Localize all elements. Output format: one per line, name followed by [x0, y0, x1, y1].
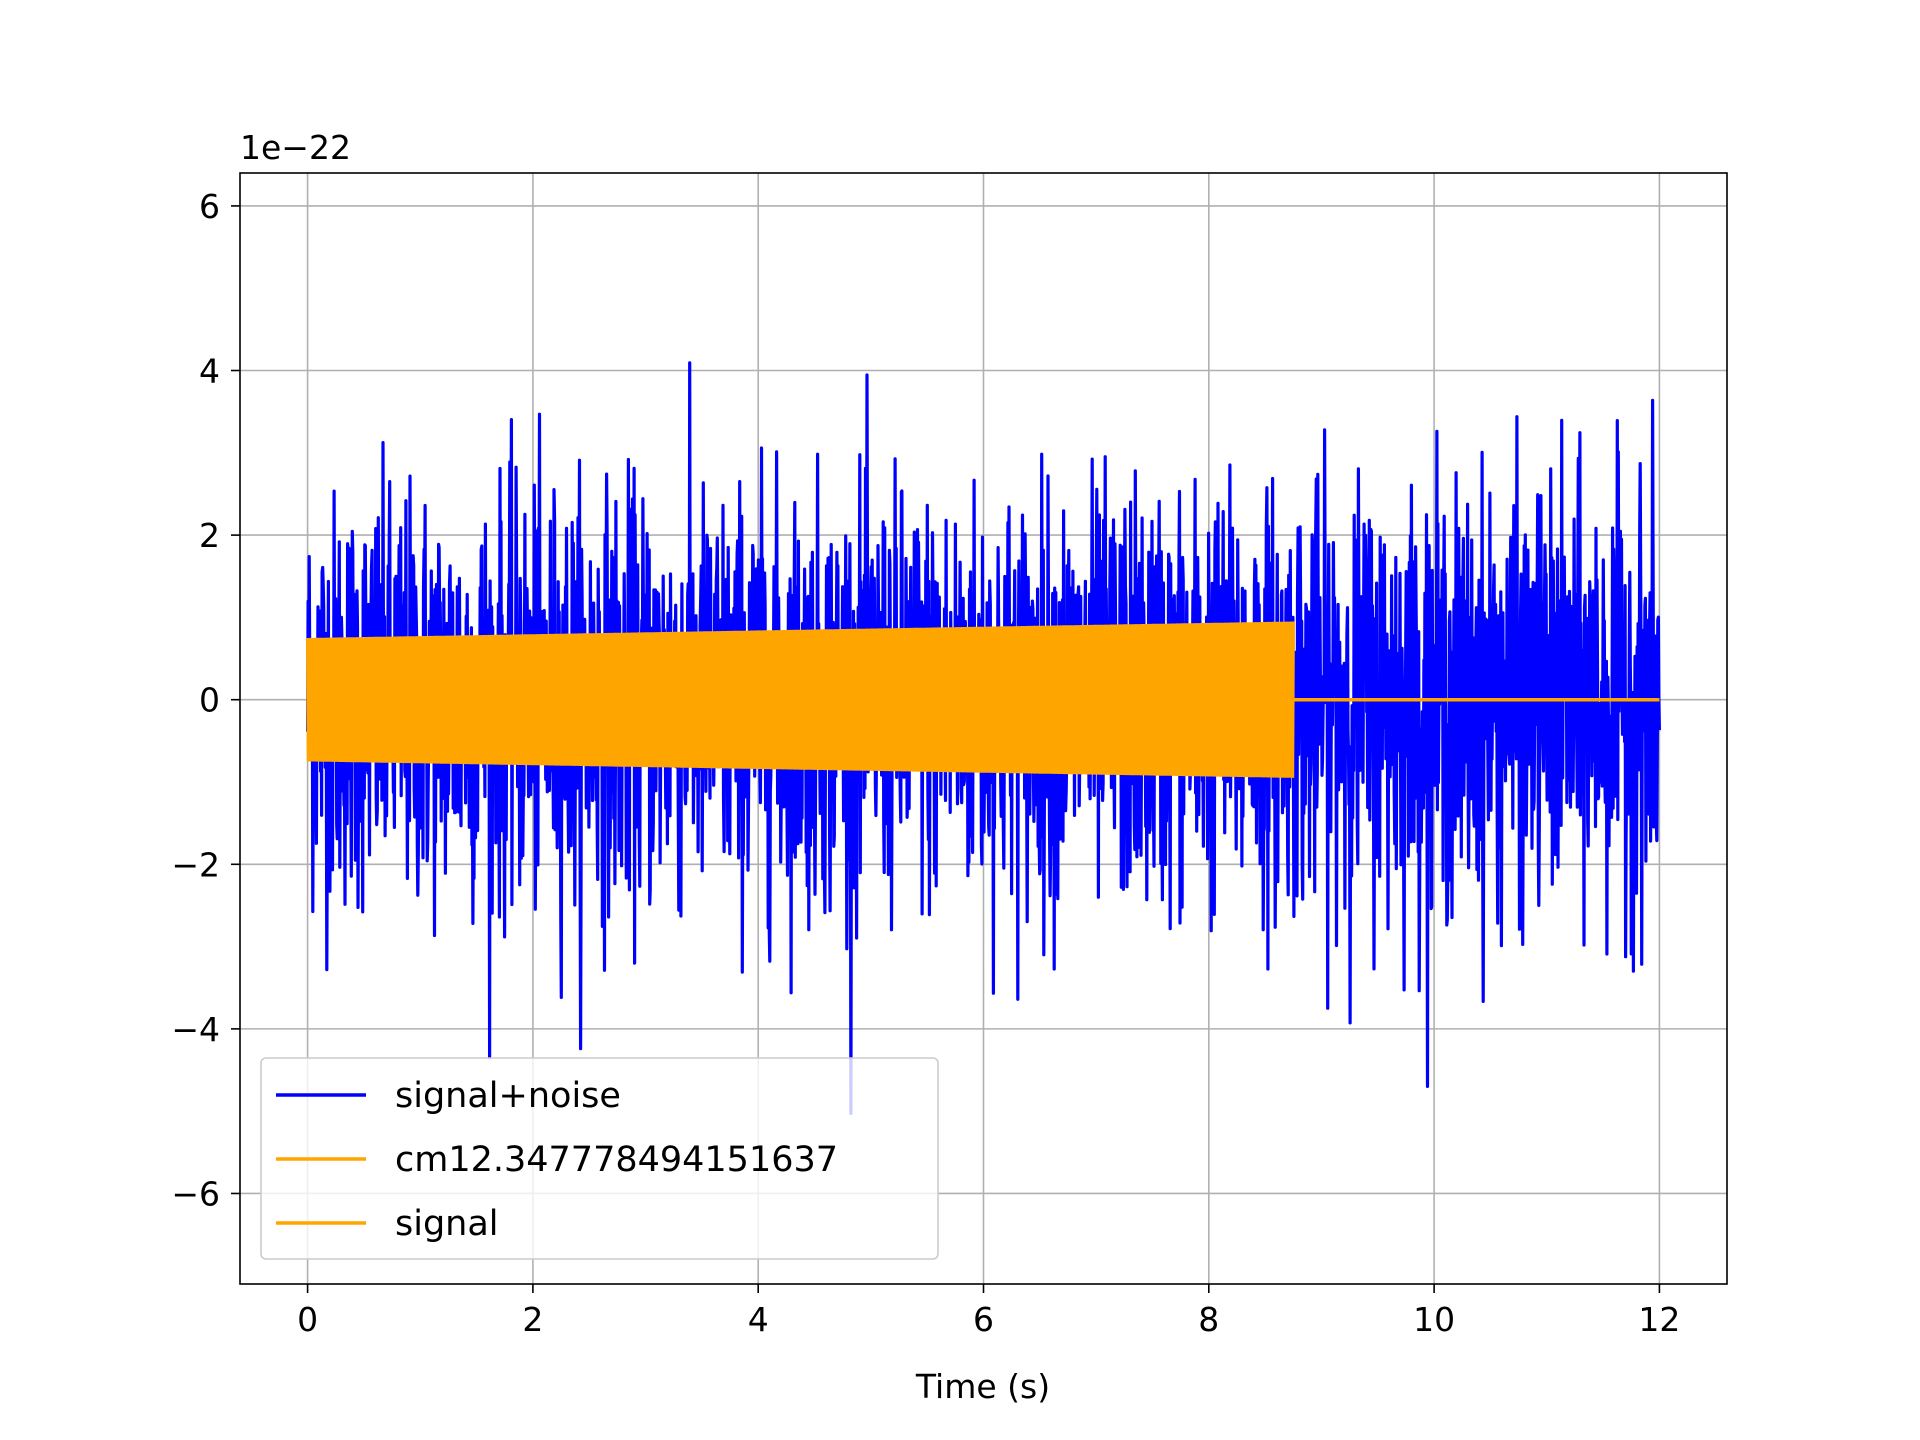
y-offset-text: 1e−22	[240, 128, 351, 167]
y-tick-label: 6	[199, 187, 220, 226]
x-tick-label: 6	[973, 1300, 994, 1339]
y-tick-label: 4	[199, 352, 220, 391]
y-axis: −6 −4 −2 0 2 4 6	[171, 187, 240, 1213]
x-tick-label: 2	[522, 1300, 543, 1339]
x-tick-label: 8	[1198, 1300, 1219, 1339]
y-tick-label: −4	[171, 1010, 220, 1049]
x-axis: 0 2 4 6 8 10 12	[297, 1284, 1680, 1339]
legend-label-signal: signal	[395, 1204, 499, 1244]
x-tick-label: 12	[1638, 1300, 1680, 1339]
legend-label-signal-noise: signal+noise	[395, 1076, 621, 1116]
y-tick-label: −2	[171, 845, 220, 884]
x-tick-label: 4	[748, 1300, 769, 1339]
legend-label-cm: cm12.347778494151637	[395, 1140, 838, 1180]
legend: signal+noise cm12.347778494151637 signal	[260, 1057, 939, 1260]
series-layer	[306, 361, 1661, 1115]
y-tick-label: −6	[171, 1174, 220, 1213]
x-tick-label: 10	[1413, 1300, 1455, 1339]
series-cm-line	[306, 621, 1295, 778]
y-tick-label: 0	[199, 681, 220, 720]
legend-box	[260, 1057, 939, 1260]
x-axis-label: Time (s)	[915, 1367, 1050, 1406]
y-tick-label: 2	[199, 516, 220, 555]
x-tick-label: 0	[297, 1300, 318, 1339]
